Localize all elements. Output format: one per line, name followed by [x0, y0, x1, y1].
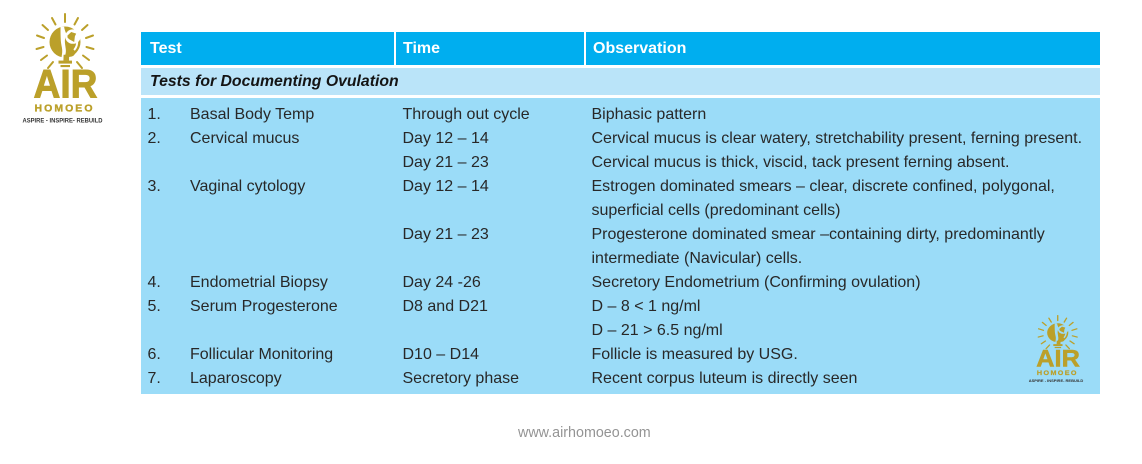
svg-text:ASPIRE - INSPIRE- REBUILD: ASPIRE - INSPIRE- REBUILD: [23, 118, 103, 125]
svg-text:AIR: AIR: [34, 63, 98, 107]
